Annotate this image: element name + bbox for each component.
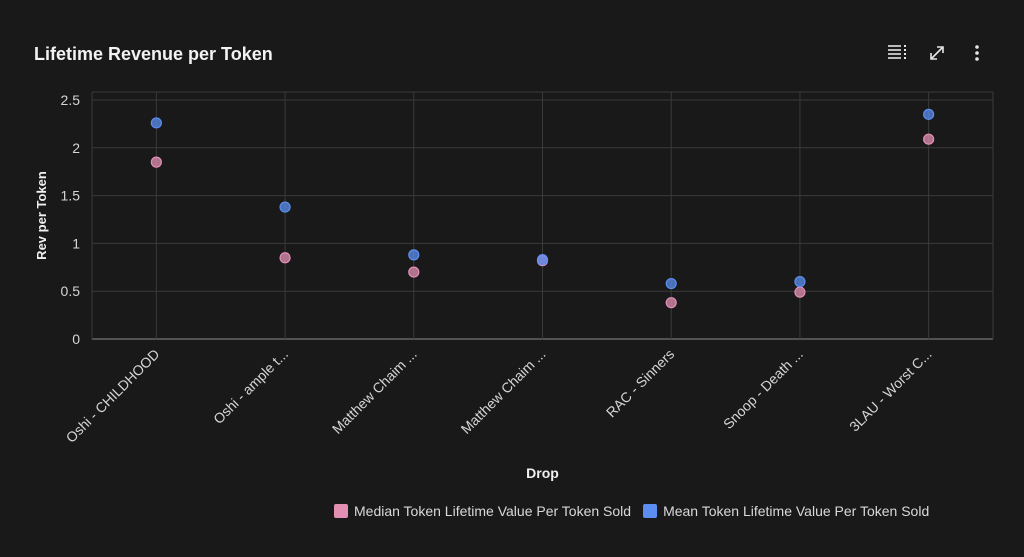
x-tick-label: Matthew Chaim ... bbox=[458, 346, 549, 437]
y-tick-label: 1.5 bbox=[61, 188, 81, 204]
x-tick-label: RAC - Sinners bbox=[603, 346, 678, 421]
median-point bbox=[408, 266, 420, 278]
x-tick-label: Snoop - Death ... bbox=[720, 346, 806, 432]
x-axis-title: Drop bbox=[526, 465, 559, 481]
mean-point bbox=[150, 117, 162, 129]
y-tick-label: 0 bbox=[72, 331, 80, 347]
y-tick-label: 0.5 bbox=[61, 283, 81, 299]
expand-icon[interactable] bbox=[926, 42, 948, 64]
median-point bbox=[923, 133, 935, 145]
mean-point bbox=[923, 108, 935, 120]
legend-label-median: Median Token Lifetime Value Per Token So… bbox=[354, 503, 632, 519]
x-tick-label: Oshi - ample t... bbox=[210, 346, 291, 427]
median-point bbox=[665, 297, 677, 309]
median-point bbox=[150, 156, 162, 168]
x-tick-label: Matthew Chaim ... bbox=[329, 346, 420, 437]
legend-label-mean: Mean Token Lifetime Value Per Token Sold bbox=[663, 503, 930, 519]
chart-toolbar bbox=[886, 42, 988, 64]
x-tick-label: 3LAU - Worst C... bbox=[846, 346, 935, 435]
y-tick-label: 2.5 bbox=[61, 92, 81, 108]
mean-point bbox=[794, 276, 806, 288]
more-vertical-icon[interactable] bbox=[966, 42, 988, 64]
mean-point bbox=[408, 249, 420, 261]
median-point bbox=[794, 286, 806, 298]
y-axis-title: Rev per Token bbox=[34, 171, 49, 260]
legend-swatch-mean bbox=[643, 504, 658, 518]
legend-item-median[interactable]: Median Token Lifetime Value Per Token So… bbox=[334, 503, 631, 519]
y-tick-label: 2 bbox=[72, 140, 80, 156]
x-tick-label: Oshi - CHILDHOOD bbox=[63, 346, 163, 446]
legend-swatch-median bbox=[334, 504, 348, 518]
list-icon[interactable] bbox=[886, 42, 908, 64]
chart-legend: Median Token Lifetime Value Per Token So… bbox=[334, 503, 929, 519]
y-tick-label: 1 bbox=[72, 235, 80, 251]
mean-point bbox=[279, 201, 291, 213]
mean-point bbox=[536, 254, 549, 266]
mean-point bbox=[665, 277, 677, 290]
median-point bbox=[279, 252, 291, 264]
legend-item-mean[interactable]: Mean Token Lifetime Value Per Token Sold bbox=[643, 503, 929, 519]
chart-title: Lifetime Revenue per Token bbox=[34, 44, 273, 64]
